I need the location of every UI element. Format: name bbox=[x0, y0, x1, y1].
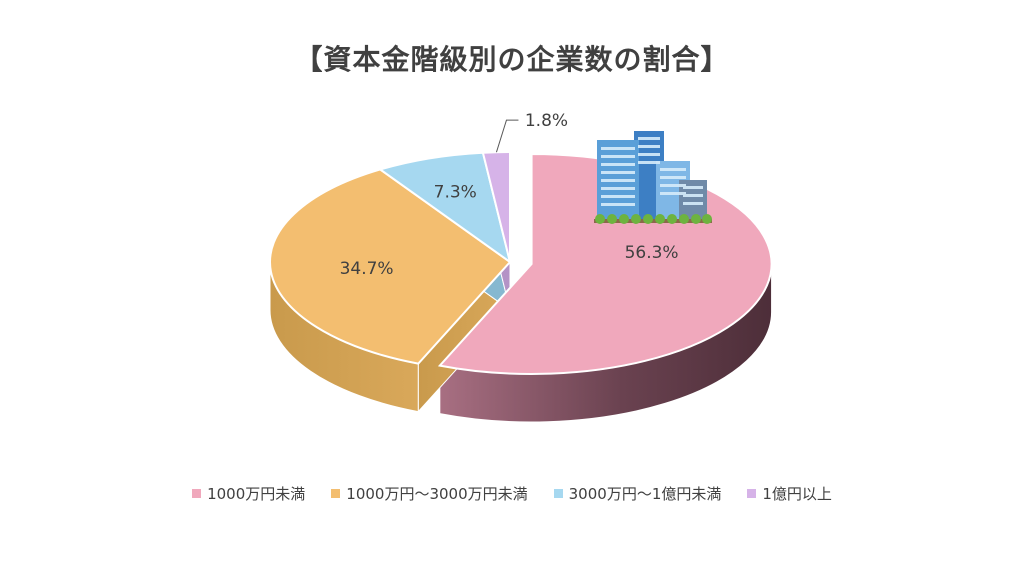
legend-swatch-30m-100m bbox=[553, 489, 563, 498]
value-label-slice-10m-30m: 34.7% bbox=[340, 259, 394, 279]
leader-line bbox=[495, 119, 519, 153]
value-label-slice-over-100m: 1.8% bbox=[525, 111, 568, 131]
legend-swatch-10m-30m bbox=[331, 489, 341, 498]
pie-value-labels: 56.3% 34.7% 7.3% 1.8% bbox=[340, 111, 679, 279]
legend-item-30m-100m: 3000万円～1億円未満 bbox=[553, 483, 722, 504]
chart-legend: 1000万円未満 1000万円～3000万円未満 3000万円～1億円未満 1億… bbox=[0, 483, 1024, 504]
legend-item-over-100m: 1億円以上 bbox=[747, 483, 832, 504]
legend-item-under-10m: 1000万円未満 bbox=[192, 483, 305, 504]
legend-label: 3000万円～1億円未満 bbox=[568, 485, 722, 503]
legend-swatch-under-10m bbox=[192, 489, 202, 498]
legend-item-10m-30m: 1000万円～3000万円未満 bbox=[331, 483, 528, 504]
value-label-slice-under-10m: 56.3% bbox=[625, 243, 679, 263]
value-label-slice-30m-100m: 7.3% bbox=[434, 183, 477, 203]
office-buildings-icon bbox=[594, 131, 712, 224]
chart-title: 【資本金階級別の企業数の割合】 bbox=[294, 43, 730, 76]
legend-label: 1億円以上 bbox=[762, 485, 832, 503]
legend-label: 1000万円未満 bbox=[207, 485, 306, 503]
legend-swatch-over-100m bbox=[747, 489, 757, 498]
slice-30m-100m bbox=[377, 151, 512, 265]
slice-10m-30m bbox=[269, 168, 512, 365]
legend-label: 1000万円～3000万円未満 bbox=[346, 485, 528, 503]
